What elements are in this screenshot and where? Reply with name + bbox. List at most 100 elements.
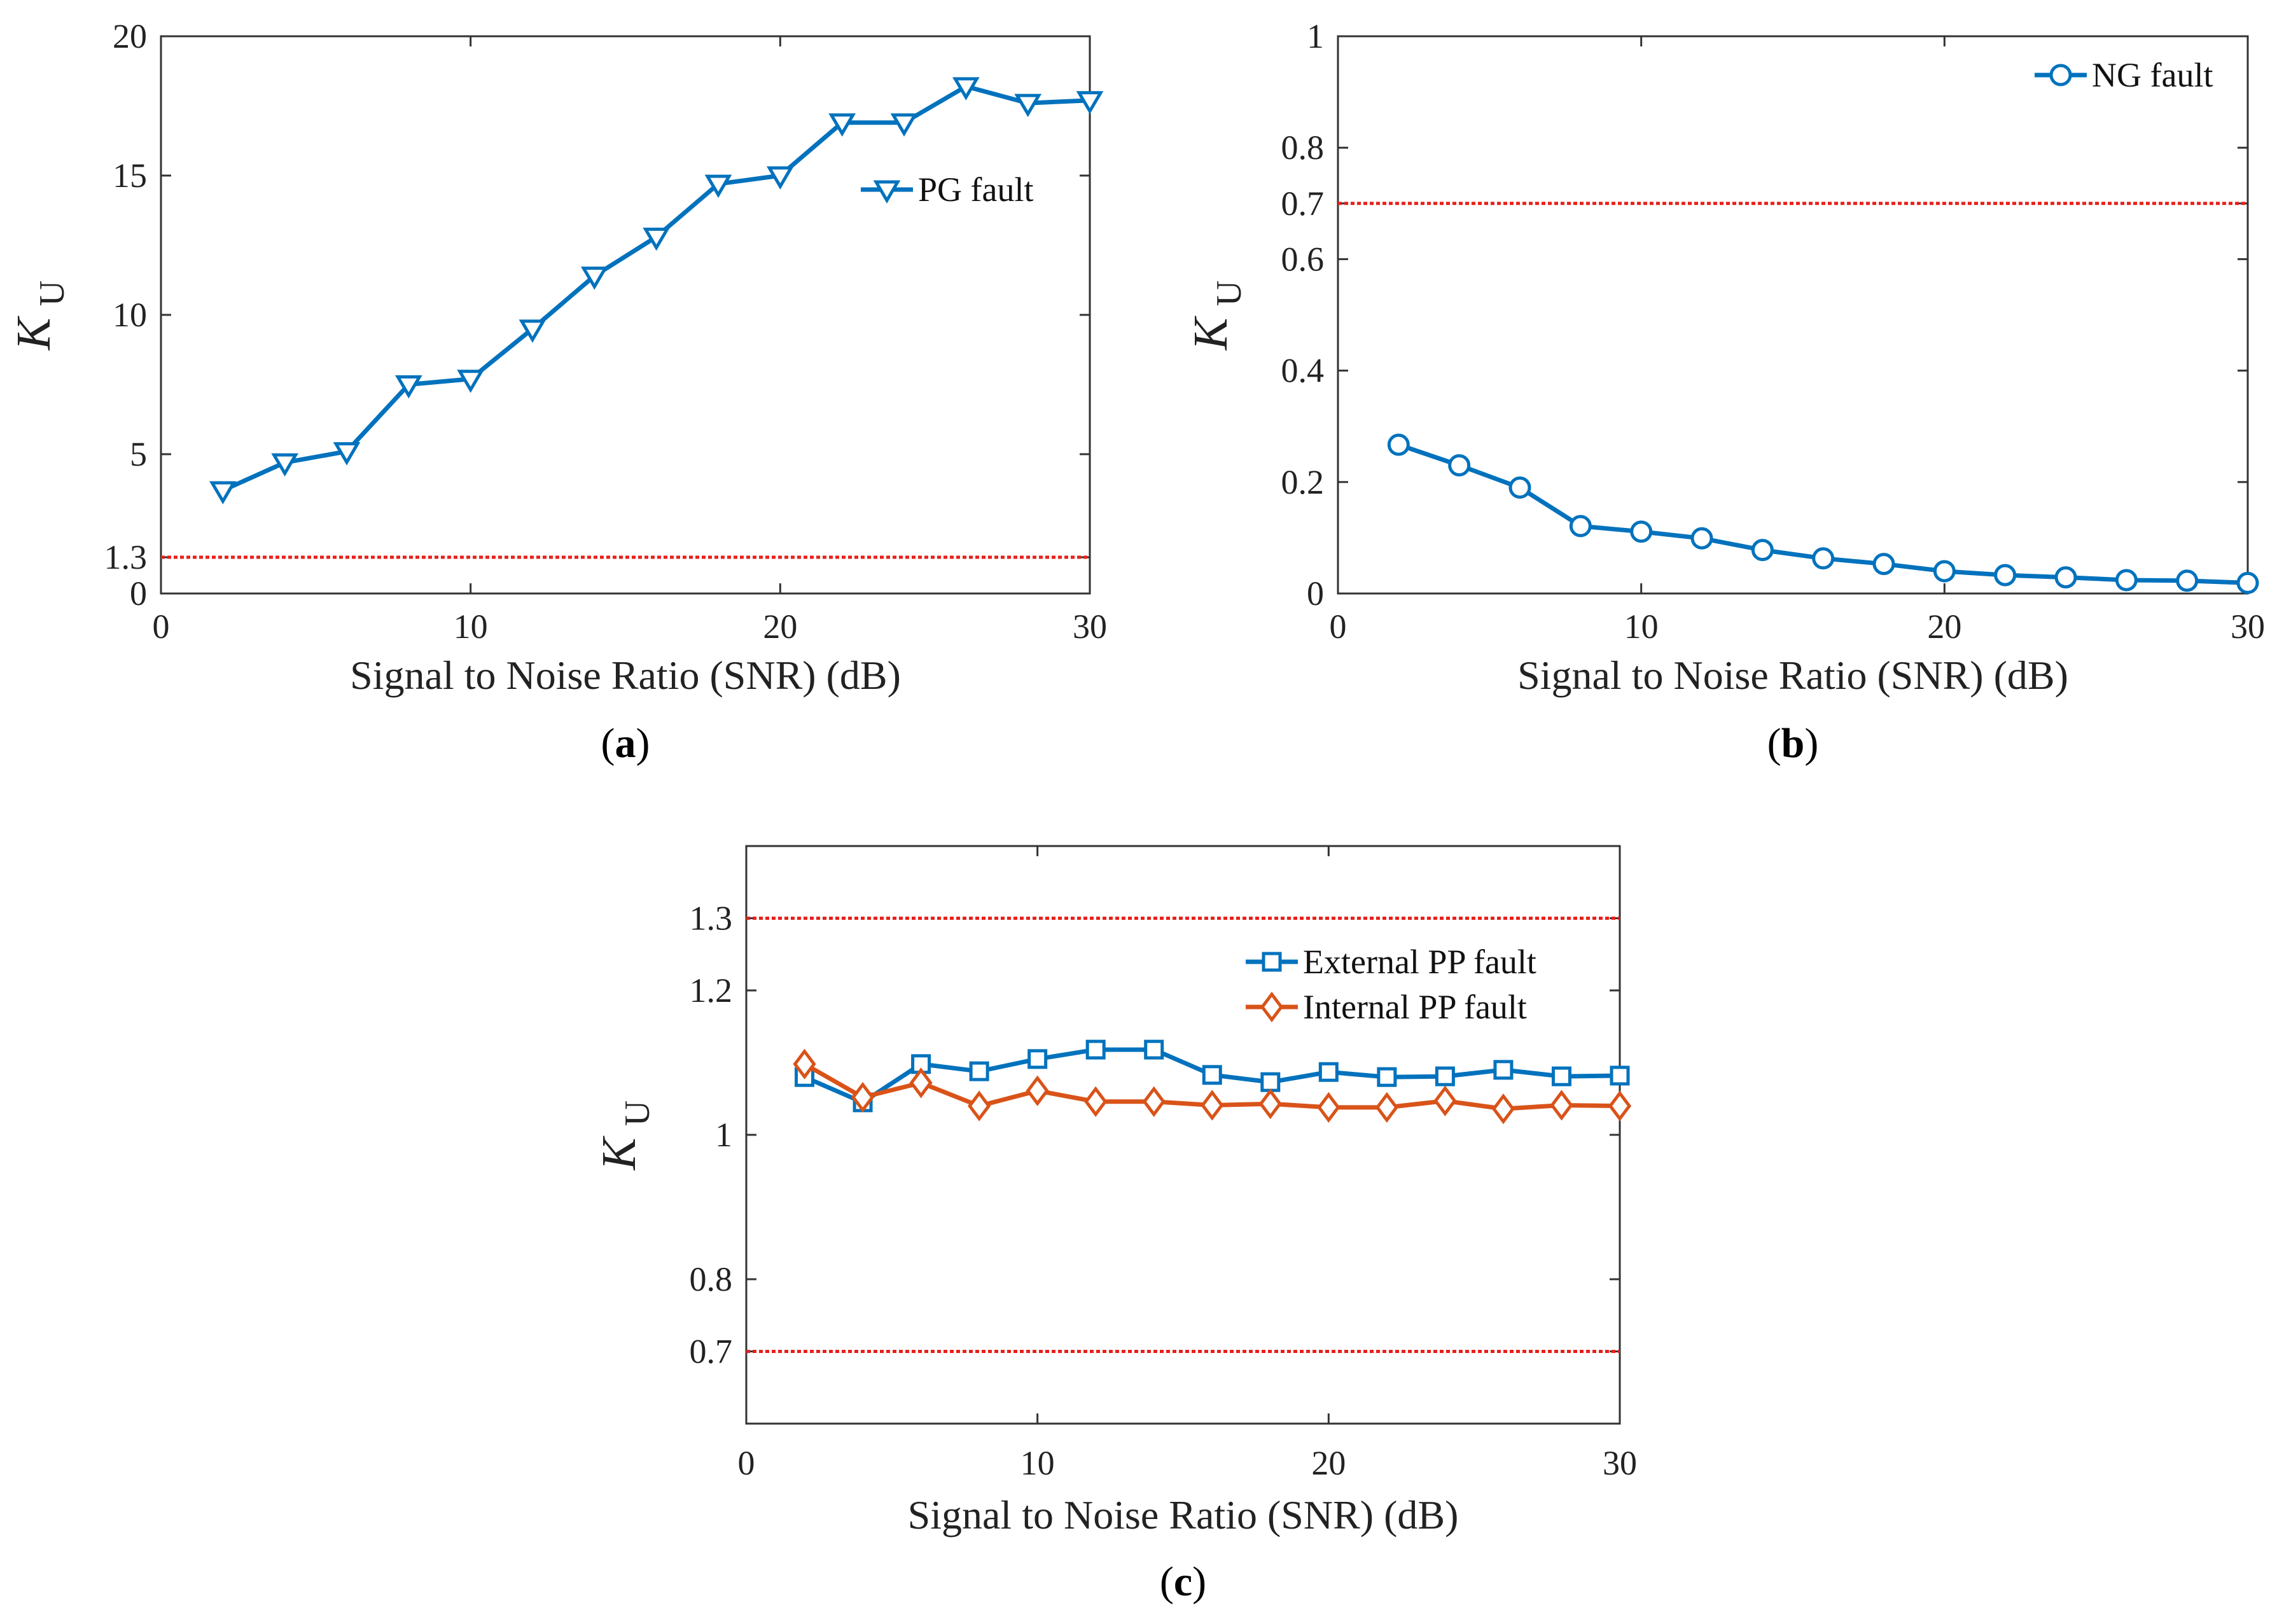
x-tick-label: 0 (1330, 607, 1347, 646)
panel-label-letter: c (1174, 1558, 1192, 1605)
y-tick-label: 0.7 (690, 1333, 733, 1371)
y-tick-label: 0.4 (1281, 352, 1325, 390)
panel-label: (a) (601, 720, 650, 767)
y-tick-label: 0.7 (1281, 184, 1325, 223)
y-axis-label: KU (7, 281, 72, 351)
data-point (1872, 553, 1895, 576)
data-point (1491, 1093, 1515, 1125)
panel-label-letter: b (1781, 720, 1805, 767)
data-point (1076, 91, 1104, 115)
legend-label: PG fault (918, 170, 1034, 209)
data-point (457, 370, 485, 393)
legend-marker (873, 180, 901, 204)
x-axis-label: Signal to Noise Ratio (SNR) (dB) (350, 653, 901, 698)
data-point (1994, 564, 2017, 586)
data-point (1608, 1090, 1632, 1121)
data-point (209, 481, 237, 504)
data-point (1084, 1086, 1108, 1117)
data-point (1448, 454, 1471, 477)
data-point (1493, 1060, 1514, 1080)
data-point (828, 113, 856, 137)
chart-panel-b: 0 10 20 30 0 0.2 0.4 0.6 0.7 0.8 1 NG fault Signal t… (1184, 17, 2265, 767)
y-axis-label-main: K (7, 316, 60, 350)
y-tick-label: 0.6 (1281, 240, 1325, 278)
data-point (1377, 1067, 1397, 1087)
y-tick-label: 10 (113, 296, 147, 334)
panel-label: (c) (1160, 1558, 1206, 1605)
x-tick-label: 10 (1624, 607, 1659, 646)
x-tick-label: 30 (1603, 1444, 1637, 1482)
data-point (580, 267, 608, 290)
legend-marker (1260, 991, 1284, 1023)
legend-label: External PP fault (1303, 943, 1536, 981)
legend-label: NG fault (2092, 56, 2213, 94)
panel-label-open: ( (1160, 1558, 1174, 1605)
data-point (1387, 433, 1410, 456)
panel-label-close: ) (636, 720, 650, 767)
data-point (766, 166, 794, 190)
data-point (519, 319, 547, 343)
y-tick-label: 1 (715, 1116, 732, 1154)
data-point (1085, 1039, 1106, 1060)
data-point (1026, 1075, 1049, 1106)
plot-area-frame (745, 845, 1621, 1425)
data-point (2054, 566, 2077, 589)
y-tick-label: 5 (130, 435, 147, 473)
data-point (793, 1048, 816, 1079)
data-point (1569, 515, 1592, 538)
x-tick-label: 20 (1311, 1444, 1346, 1482)
panel-label: (b) (1767, 720, 1819, 767)
data-point (643, 227, 671, 251)
data-point (1933, 560, 1956, 583)
y-axis-label-sub: U (1209, 281, 1249, 306)
x-axis-label: Signal to Noise Ratio (SNR) (dB) (908, 1492, 1459, 1537)
data-point (1258, 1088, 1282, 1120)
y-tick-label: 1.2 (690, 971, 733, 1010)
x-tick-label: 20 (1927, 607, 1961, 646)
data-point (890, 113, 918, 137)
x-tick-label: 30 (2231, 607, 2265, 646)
y-tick-label: 20 (113, 17, 147, 55)
data-point (2176, 569, 2199, 592)
panel-label-open: ( (1767, 720, 1781, 767)
data-point (1318, 1062, 1339, 1082)
chart-panel-a: 0 10 20 30 01.3 5 10 15 20 PG fault Signal to Nois… (7, 17, 1107, 767)
y-tick-label: 15 (113, 156, 147, 195)
y-axis-label-sub: U (32, 281, 72, 306)
panel-label-close: ) (1192, 1558, 1206, 1605)
data-point (1433, 1085, 1457, 1116)
data-point (1014, 94, 1042, 118)
y-tick-label: 1.3 (690, 899, 733, 938)
legend: NG fault (2035, 56, 2213, 94)
data-point (969, 1061, 989, 1081)
data-point (952, 77, 980, 101)
panel-label-open: ( (601, 720, 615, 767)
data-point (394, 375, 422, 399)
data-point (1144, 1039, 1164, 1060)
x-tick-label: 0 (153, 607, 170, 646)
plot-area-frame (1337, 35, 2249, 595)
data-point (1201, 1090, 1224, 1121)
y-tick-label: 1.3 (104, 538, 148, 576)
data-point (851, 1081, 875, 1113)
x-axis-label: Signal to Noise Ratio (SNR) (dB) (1517, 653, 2068, 698)
data-point (333, 442, 361, 466)
panel-label-close: ) (1804, 720, 1818, 767)
data-point (271, 453, 299, 477)
data-point (909, 1067, 933, 1099)
y-tick-label: 0 (130, 574, 147, 613)
x-tick-label: 0 (738, 1444, 755, 1482)
data-point (1508, 476, 1531, 499)
data-point (1435, 1066, 1455, 1086)
y-axis-label-main: K (592, 1135, 646, 1170)
data-point (704, 174, 732, 198)
legend-label: Internal PP fault (1303, 988, 1527, 1026)
data-point (1027, 1049, 1048, 1069)
y-axis-label-sub: U (618, 1100, 657, 1126)
y-tick-label: 0.8 (1281, 128, 1325, 167)
legend-marker (1262, 952, 1282, 972)
data-point (1551, 1066, 1571, 1086)
data-point (1610, 1065, 1630, 1086)
data-point (1812, 547, 1835, 570)
